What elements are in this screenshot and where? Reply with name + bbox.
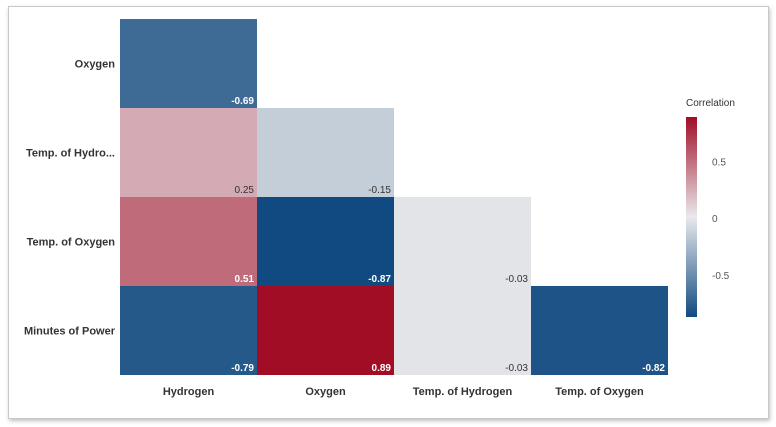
column-label: Temp. of Oxygen	[555, 386, 644, 398]
legend-title: Correlation	[686, 98, 735, 109]
cell-value-label: -0.87	[368, 274, 391, 285]
heatmap-cell	[394, 197, 531, 286]
cell-value-label: -0.82	[642, 363, 665, 374]
cell-value-label: 0.25	[235, 185, 255, 196]
legend-tick-label: 0	[712, 214, 718, 225]
column-label: Temp. of Hydrogen	[413, 386, 513, 398]
row-label: Minutes of Power	[24, 326, 116, 338]
cell-value-label: -0.15	[368, 185, 391, 196]
heatmap-cell	[120, 197, 257, 286]
legend-color-bar	[686, 117, 697, 317]
cell-value-label: 0.51	[235, 274, 255, 285]
heatmap-cell	[120, 108, 257, 197]
heatmap-cell	[257, 197, 394, 286]
row-label: Temp. of Oxygen	[27, 237, 116, 249]
heatmap-cell	[120, 286, 257, 375]
row-label: Oxygen	[75, 59, 116, 71]
heatmap-cell	[257, 108, 394, 197]
row-label: Temp. of Hydro...	[26, 148, 115, 160]
heatmap-cell	[120, 19, 257, 108]
cell-value-label: -0.79	[231, 363, 254, 374]
heatmap-cell	[394, 286, 531, 375]
cell-value-label: -0.69	[231, 96, 254, 107]
heatmap-cell	[531, 286, 668, 375]
cell-value-label: -0.03	[505, 274, 528, 285]
cell-value-label: -0.03	[505, 363, 528, 374]
legend-tick-label: 0.5	[712, 157, 726, 168]
heatmap-cell	[257, 286, 394, 375]
column-label: Oxygen	[305, 386, 346, 398]
legend-tick-label: -0.5	[712, 271, 730, 282]
column-label: Hydrogen	[163, 386, 215, 398]
cell-value-label: 0.89	[372, 363, 392, 374]
